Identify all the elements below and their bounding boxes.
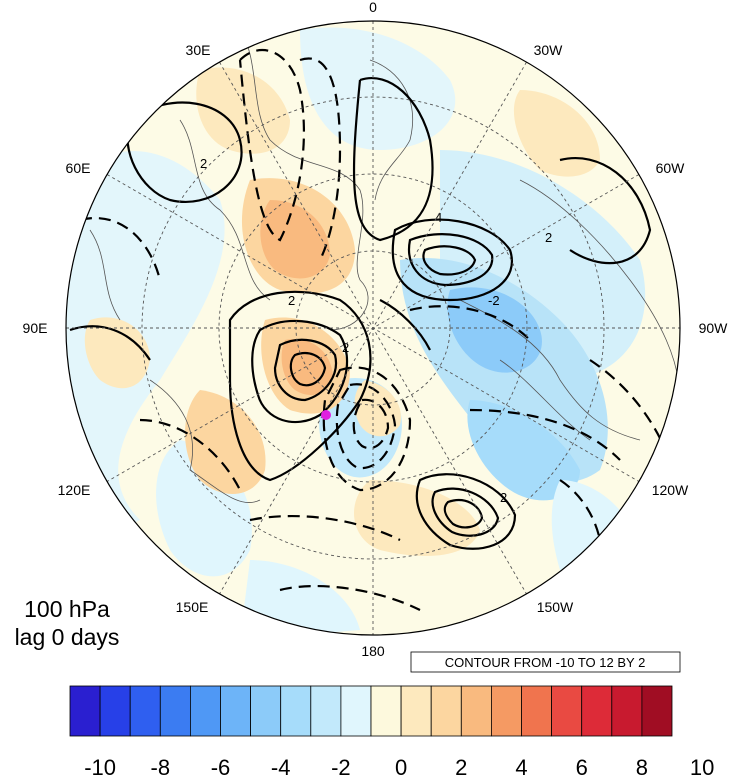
colorbar-swatch [189, 685, 221, 737]
level-label: 100 hPa [24, 596, 110, 622]
shaded-field [66, 21, 680, 635]
colorbar-swatch [581, 685, 613, 737]
colorbar-tick-label: 6 [576, 755, 588, 779]
contour-value-label: 4 [435, 210, 442, 225]
contour-value-label: 2 [500, 490, 507, 505]
meridian-labels: 0 30W 60W 90W 120W 150W 180 150E 120E 90… [23, 0, 729, 659]
colorbar-tick-label: -10 [84, 755, 116, 779]
location-marker [321, 410, 331, 420]
colorbar-tick-label: -2 [331, 755, 351, 779]
meridian-label-90e: 90E [23, 320, 48, 336]
meridian-label-0: 0 [369, 0, 377, 15]
colorbar [69, 685, 673, 737]
colorbar-swatch [490, 685, 522, 737]
colorbar-tick-label: 0 [395, 755, 407, 779]
colorbar-swatch [400, 685, 432, 737]
colorbar-tick-label: 4 [515, 755, 527, 779]
colorbar-tick-label: 2 [455, 755, 467, 779]
meridian-label-30e: 30E [186, 42, 211, 58]
meridian-label-120e: 120E [58, 482, 91, 498]
colorbar-tick-label: 10 [690, 755, 714, 779]
meridian-label-180: 180 [361, 643, 385, 659]
contour-value-label: -2 [488, 293, 500, 308]
colorbar-tick-labels: -10 -8 -6 -4 -2 0 2 4 6 8 10 [84, 755, 714, 779]
contour-note-box [410, 651, 681, 673]
colorbar-swatch [370, 685, 402, 737]
colorbar-swatch [521, 685, 553, 737]
meridian-label-150w: 150W [537, 599, 574, 615]
meridian-label-150e: 150E [176, 599, 209, 615]
colorbar-swatch [551, 685, 583, 737]
colorbar-tick-label: -4 [271, 755, 291, 779]
colorbar-swatch [310, 685, 342, 737]
coastlines [89, 29, 680, 504]
contour-value-label: 2 [545, 230, 552, 245]
map-border [65, 20, 681, 636]
colorbar-swatch [99, 685, 131, 737]
colorbar-tick-label: -6 [211, 755, 231, 779]
meridian-label-120w: 120W [652, 482, 689, 498]
graticule [66, 21, 680, 635]
contour-value-label: 2 [342, 340, 349, 355]
lag-label: lag 0 days [15, 624, 120, 650]
colorbar-swatch [250, 685, 282, 737]
colorbar-swatch [340, 685, 372, 737]
colorbar-swatch [220, 685, 252, 737]
colorbar-swatch [641, 685, 673, 737]
meridian-label-30w: 30W [534, 42, 564, 58]
meridian-label-60e: 60E [66, 160, 91, 176]
contour-note: CONTOUR FROM -10 TO 12 BY 2 [445, 655, 646, 670]
colorbar-tick-label: -8 [151, 755, 171, 779]
contour-lines [69, 48, 672, 611]
contour-value-labels: 2 4 2 -2 2 2 2 [200, 156, 552, 505]
contour-value-label: 2 [288, 293, 295, 308]
colorbar-swatch [430, 685, 462, 737]
meridian-label-90w: 90W [699, 320, 729, 336]
colorbar-swatch [129, 685, 161, 737]
colorbar-swatch [460, 685, 492, 737]
colorbar-swatch [69, 685, 101, 737]
colorbar-swatch [611, 685, 643, 737]
contour-value-label: 2 [200, 156, 207, 171]
colorbar-tick-label: 8 [636, 755, 648, 779]
meridian-label-60w: 60W [656, 160, 686, 176]
colorbar-swatch [159, 685, 191, 737]
colorbar-swatch [280, 685, 312, 737]
